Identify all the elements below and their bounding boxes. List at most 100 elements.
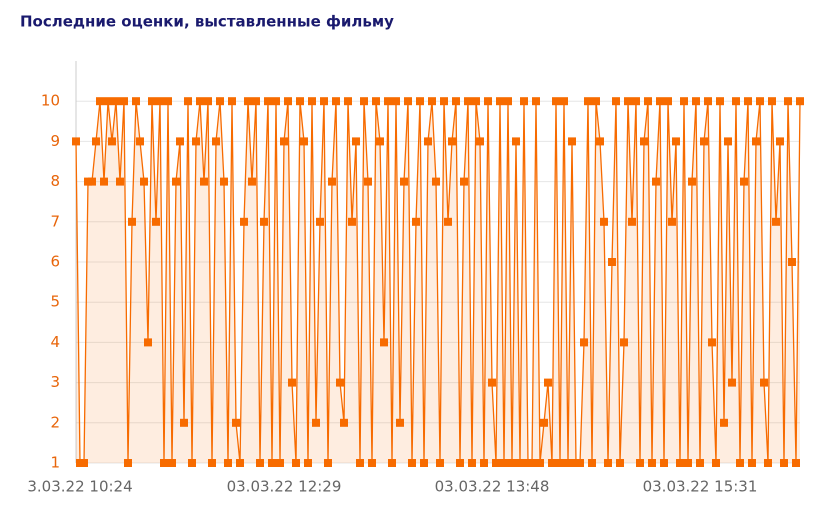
point [136, 137, 144, 146]
point [584, 97, 592, 106]
point [724, 137, 732, 146]
point [288, 378, 296, 387]
point [204, 97, 212, 106]
point [124, 459, 132, 467]
point [752, 137, 760, 146]
point [512, 137, 520, 146]
point [644, 97, 652, 106]
point [708, 338, 716, 347]
point [348, 217, 356, 226]
point [596, 137, 604, 146]
point [536, 459, 544, 467]
point [72, 137, 80, 146]
point [184, 97, 192, 106]
point [128, 217, 136, 226]
point [152, 217, 160, 226]
point [312, 418, 320, 427]
y-tick-label: 7 [50, 212, 60, 230]
point [492, 459, 500, 467]
point [736, 459, 744, 467]
point [636, 459, 644, 467]
point [500, 459, 508, 467]
point [384, 97, 392, 106]
point [200, 177, 208, 186]
point [148, 97, 156, 106]
point [172, 177, 180, 186]
point [464, 97, 472, 106]
point [440, 97, 448, 106]
point [112, 97, 120, 106]
point [764, 459, 772, 467]
point [756, 97, 764, 106]
point [712, 459, 720, 467]
point [720, 418, 728, 427]
point [664, 97, 672, 106]
x-tick-label: 03.03.22 15:31 [643, 478, 758, 496]
point [696, 459, 704, 467]
point [160, 459, 168, 467]
point [480, 459, 488, 467]
point [372, 97, 380, 106]
point [624, 97, 632, 106]
point [532, 97, 540, 106]
point [416, 97, 424, 106]
point [360, 97, 368, 106]
point [240, 217, 248, 226]
point [772, 217, 780, 226]
point [392, 97, 400, 106]
point [316, 217, 324, 226]
point [388, 459, 396, 467]
point [244, 97, 252, 106]
point [640, 137, 648, 146]
point [612, 97, 620, 106]
point [304, 459, 312, 467]
point [600, 217, 608, 226]
point [740, 177, 748, 186]
point [132, 97, 140, 106]
point [116, 177, 124, 186]
point [692, 97, 700, 106]
point [144, 338, 152, 347]
point [436, 459, 444, 467]
point [220, 177, 228, 186]
point [680, 97, 688, 106]
point [656, 97, 664, 106]
point [380, 338, 388, 347]
point [216, 97, 224, 106]
y-tick-label: 6 [50, 253, 60, 271]
point [228, 97, 236, 106]
point [484, 97, 492, 106]
point [268, 459, 276, 467]
point [548, 459, 556, 467]
point [156, 97, 164, 106]
point [332, 97, 340, 106]
point [560, 97, 568, 106]
point [212, 137, 220, 146]
point [744, 97, 752, 106]
point [472, 97, 480, 106]
point [80, 459, 88, 467]
point [196, 97, 204, 106]
point [792, 459, 800, 467]
point [460, 177, 468, 186]
point [432, 177, 440, 186]
point [520, 97, 528, 106]
point [232, 418, 240, 427]
point [328, 177, 336, 186]
point [684, 459, 692, 467]
point [704, 97, 712, 106]
point [260, 217, 268, 226]
point [376, 137, 384, 146]
point [456, 459, 464, 467]
point [96, 97, 104, 106]
point [252, 97, 260, 106]
point [628, 217, 636, 226]
y-tick-label: 3 [50, 373, 60, 391]
point [344, 97, 352, 106]
point [408, 459, 416, 467]
y-tick-label: 10 [41, 92, 60, 110]
point [168, 459, 176, 467]
point [92, 137, 100, 146]
point [420, 459, 428, 467]
